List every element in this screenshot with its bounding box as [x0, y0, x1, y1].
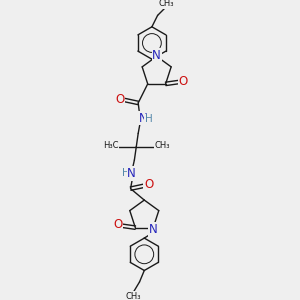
Text: N: N [139, 112, 147, 125]
Text: CH₃: CH₃ [154, 141, 170, 150]
Text: O: O [178, 74, 188, 88]
Text: CH₃: CH₃ [158, 0, 174, 8]
Text: N: N [152, 49, 161, 62]
Text: O: O [116, 93, 125, 106]
Text: H₃C: H₃C [103, 141, 118, 150]
Text: H: H [122, 168, 130, 178]
Text: H: H [145, 114, 152, 124]
Text: O: O [114, 218, 123, 231]
Text: N: N [127, 167, 136, 180]
Text: O: O [144, 178, 153, 191]
Text: N: N [149, 223, 158, 236]
Text: CH₃: CH₃ [125, 292, 141, 300]
